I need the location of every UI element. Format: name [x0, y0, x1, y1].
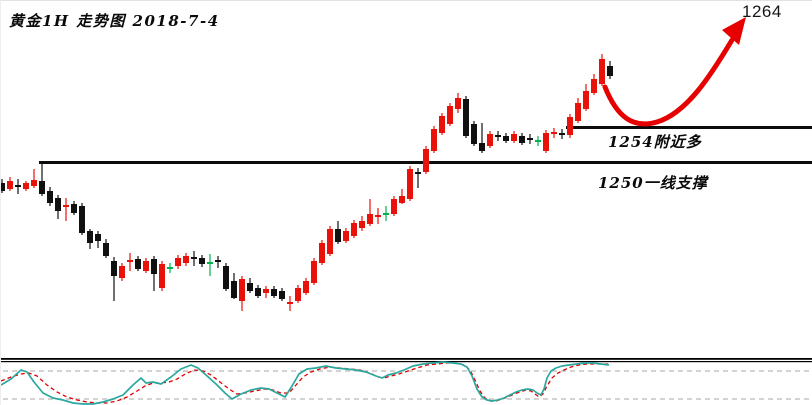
candle-body — [79, 206, 85, 233]
target-price-label: 1264 — [742, 2, 782, 21]
candle-body — [39, 181, 45, 194]
trend-arrow-head — [722, 17, 746, 45]
candle-body — [343, 231, 349, 241]
candle-body — [359, 221, 365, 228]
candle-body — [551, 132, 557, 134]
trend-arrow — [602, 17, 746, 127]
candle-body — [511, 134, 517, 141]
panel-divider-line — [1, 361, 812, 363]
candle-body — [303, 281, 309, 293]
candle-body — [447, 106, 453, 124]
candle-body — [319, 243, 325, 263]
support-level-label: 1250一线支撑 — [598, 174, 708, 192]
candle-body — [63, 205, 69, 207]
candle-body — [95, 234, 101, 241]
candle-body — [463, 99, 469, 136]
candle-body — [543, 133, 549, 151]
candle-body — [159, 264, 165, 288]
candle-body — [175, 258, 181, 266]
candle-body — [527, 138, 533, 140]
candle-body — [231, 281, 237, 298]
candle-body — [519, 136, 525, 143]
candle-body — [87, 231, 93, 243]
candle-body — [191, 257, 197, 259]
candle-body — [1, 183, 5, 191]
candle-body — [135, 259, 141, 269]
candle-body — [535, 140, 541, 142]
candle-body — [223, 266, 229, 289]
candle-body — [167, 267, 173, 269]
candle-body — [575, 103, 581, 121]
candle-body — [7, 181, 13, 189]
candle-body — [183, 256, 189, 263]
candle-body — [127, 260, 133, 262]
candle-body — [583, 91, 589, 109]
candle-body — [391, 199, 397, 214]
candle-body — [367, 214, 373, 224]
candle-body — [295, 288, 301, 301]
candle-body — [591, 79, 597, 93]
candle-body — [479, 143, 485, 151]
candle-body — [375, 215, 381, 217]
candle-body — [119, 266, 125, 278]
candle-body — [23, 183, 29, 189]
candle-body — [71, 204, 77, 213]
panel-divider-line — [1, 358, 812, 360]
candle-body — [143, 261, 149, 271]
candle-body — [487, 134, 493, 146]
candle-body — [239, 279, 245, 301]
candle-body — [335, 229, 341, 242]
candle-body — [271, 289, 277, 296]
candle-body — [207, 262, 213, 264]
candle-body — [287, 302, 293, 304]
candle-body — [327, 229, 333, 254]
candle-body — [255, 288, 261, 296]
candle-body — [399, 196, 405, 203]
candle-body — [423, 149, 429, 172]
trend-arrow-curve — [602, 37, 735, 127]
candle-body — [103, 243, 109, 256]
price-level-line — [566, 126, 812, 129]
candle-body — [199, 258, 205, 264]
candle-body — [47, 191, 53, 203]
buy-zone-label: 1254附近多 — [608, 133, 702, 151]
candle-body — [503, 136, 509, 141]
candle-body — [55, 198, 61, 211]
oscillator-fast-line — [1, 361, 610, 405]
candle-body — [439, 116, 445, 133]
candle-body — [215, 260, 221, 262]
candle-body — [599, 59, 605, 84]
candle-body — [311, 261, 317, 283]
candle-body — [31, 180, 37, 186]
candle-body — [263, 289, 269, 293]
candle-body — [415, 172, 421, 174]
candle-body — [567, 117, 573, 135]
candle-body — [351, 223, 357, 236]
candle-body — [559, 133, 565, 135]
candle-body — [247, 283, 253, 291]
candle-body — [607, 66, 613, 76]
candle-body — [111, 261, 117, 276]
candle-body — [279, 291, 285, 299]
candle-body — [455, 98, 461, 109]
candle-body — [383, 213, 389, 215]
candle-body — [407, 169, 413, 199]
candle-body — [495, 135, 501, 137]
chart-title: 黄金1H 走势图 2018-7-4 — [9, 12, 220, 30]
candle-body — [471, 124, 477, 144]
oscillator-slow-line — [1, 362, 609, 404]
candle-body — [15, 185, 21, 187]
candle-body — [431, 129, 437, 151]
candle-body — [151, 259, 157, 274]
